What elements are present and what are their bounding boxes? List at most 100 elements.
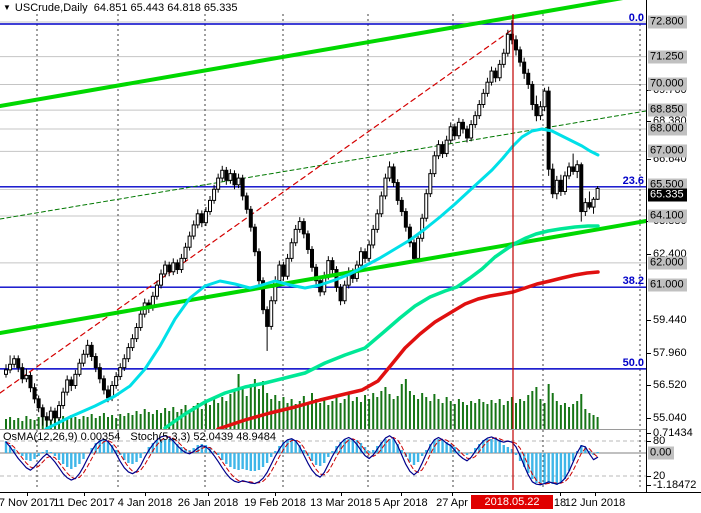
price-axis[interactable]: 69.76068.38066.64063.88062.40059.44057.9… (646, 0, 701, 492)
candle-body (220, 169, 225, 179)
channel-lower-line (0, 219, 647, 335)
panel-separator[interactable] (0, 429, 701, 430)
date-label: 5 Apr 2018 (374, 497, 428, 509)
candle-body (310, 248, 314, 268)
indicator-tick (647, 433, 651, 434)
date-label: 26 Jan 2018 (177, 497, 239, 509)
price-label: 55.040 (653, 412, 687, 425)
date-tick (208, 493, 209, 496)
chart-title: ▼ USCrude,Daily 64.851 65.443 64.818 65.3… (3, 2, 238, 14)
candle-body (97, 367, 102, 380)
candle-body (501, 52, 506, 65)
candle-body (261, 280, 266, 311)
candle-body (567, 166, 572, 177)
candle-body (469, 124, 474, 139)
candle-body (514, 39, 518, 51)
osma-label: OsMA(12,26,9) 0.00354 (3, 431, 121, 443)
candle-body (89, 344, 94, 358)
price-level-tag: 68.000 (648, 122, 687, 136)
indicator-scale-label: 80 (653, 435, 666, 447)
candle-body (224, 169, 229, 181)
candle-body (591, 198, 596, 208)
date-tick (275, 493, 276, 496)
symbol-dropdown-icon[interactable]: ▼ (3, 3, 11, 12)
candle-body (269, 300, 274, 327)
price-level-tag: 67.000 (648, 144, 687, 158)
fib-label-38.2: 38.2 (622, 275, 644, 288)
candle-body (330, 260, 335, 271)
indicator-labels: OsMA(12,26,9) 0.00354 Stoch(5,3,3) 52.043… (3, 431, 286, 443)
price-level-tag: 70.000 (648, 77, 687, 91)
candle-body (395, 182, 400, 201)
candle-body (126, 347, 131, 360)
candle-body (550, 168, 555, 195)
date-tick (27, 493, 28, 496)
candle-body (57, 405, 62, 419)
fib-label-0.0: 0.0 (628, 12, 644, 24)
candle-body (456, 121, 461, 137)
price-tick (647, 254, 651, 255)
candle-body (481, 92, 486, 106)
candle-body (101, 378, 106, 391)
indicator-panel-canvas[interactable] (0, 430, 647, 492)
price-level-tag: 68.850 (648, 103, 687, 117)
date-tick (341, 493, 342, 496)
date-tick (595, 493, 596, 496)
price-tick (647, 159, 651, 160)
candle-body (240, 177, 245, 197)
date-label: 19 Feb 2018 (244, 497, 306, 509)
symbol-label: USCrude,Daily (14, 2, 88, 14)
candle-body (191, 224, 196, 237)
date-label: 18 (553, 497, 567, 509)
candle-body (460, 121, 465, 130)
indicator-tick (647, 441, 651, 442)
candle-body (265, 309, 270, 327)
date-label: 12 Jun 2018 (564, 497, 626, 509)
price-level-tag: 62.000 (648, 256, 687, 270)
candle-body (571, 166, 576, 172)
candle-body (579, 164, 584, 213)
candle-body (73, 373, 78, 386)
candle-body (203, 211, 208, 224)
candle-body (558, 179, 563, 192)
indicator-tick (647, 485, 651, 486)
ma-slow (216, 270, 600, 430)
candle-body (436, 144, 441, 157)
candle-body (428, 173, 433, 195)
candle-body (444, 139, 449, 155)
candle-body (40, 407, 45, 418)
time-axis[interactable]: 7 Nov 2017 11 Dec 2017 4 Jan 2018 26 Jan 20… (0, 492, 701, 513)
price-level-tag: 71.250 (648, 50, 687, 64)
candle-body (61, 391, 66, 407)
date-tick (84, 493, 85, 496)
candle-body (159, 273, 164, 286)
candle-body (424, 193, 429, 219)
candle-body (277, 264, 282, 282)
candle-body (587, 202, 592, 208)
candle-body (187, 235, 192, 248)
candle-body (171, 262, 176, 273)
candle-body (32, 387, 37, 400)
candle-body (179, 257, 184, 271)
crosshair-date-tag: 2018.05.22 00:00 (471, 495, 553, 513)
price-tick (647, 385, 651, 386)
date-label: 4 Jan 2018 (117, 497, 173, 509)
candle-body (530, 83, 535, 106)
price-level-tag: 72.800 (648, 15, 687, 29)
indicator-scale-label: -1.18472 (653, 479, 697, 491)
candle-body (130, 338, 135, 349)
main-chart-canvas[interactable] (0, 0, 647, 430)
price-level-tag: 65.500 (648, 178, 687, 192)
fib-label-50.0: 50.0 (622, 356, 644, 369)
candle-body (297, 221, 302, 230)
stoch-label: Stoch(5,3,3) 52.0439 48.9484 (130, 431, 276, 443)
price-label: 57.960 (653, 346, 687, 359)
candle-body (248, 208, 253, 228)
candle-body (24, 374, 29, 380)
candle-body (28, 374, 33, 389)
candle-body (154, 284, 159, 297)
candle-body (367, 244, 372, 259)
candle-body (375, 213, 380, 230)
candle-body (505, 33, 510, 54)
